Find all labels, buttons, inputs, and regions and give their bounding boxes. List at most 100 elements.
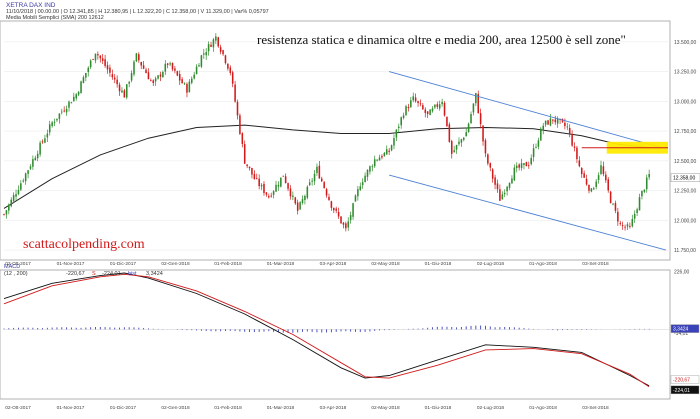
candle-body bbox=[554, 119, 557, 123]
candle-body bbox=[109, 67, 111, 73]
sma200-line bbox=[3, 124, 650, 209]
price-axis: 13.500,00 13.250,00 13.000,00 12.750,00 12.5… bbox=[670, 40, 700, 254]
candle-body bbox=[85, 72, 87, 78]
candle-body bbox=[544, 120, 547, 125]
candle-body bbox=[566, 126, 569, 128]
candle-body bbox=[612, 203, 614, 205]
candle-body bbox=[436, 104, 439, 107]
macd-tick-label: -14,01 bbox=[674, 331, 688, 337]
candle-body bbox=[443, 102, 446, 116]
candle-body bbox=[501, 194, 504, 200]
candle-body bbox=[458, 141, 460, 145]
candle-body bbox=[178, 74, 181, 81]
candle-body bbox=[292, 195, 294, 198]
macd-lines bbox=[3, 272, 650, 388]
candle-body bbox=[354, 195, 357, 202]
candle-body bbox=[282, 175, 285, 177]
candle-body bbox=[60, 111, 63, 113]
price-date-tick: 02-Gen-2018 bbox=[161, 261, 190, 267]
candle-body bbox=[381, 155, 383, 158]
candle-body bbox=[583, 173, 585, 178]
candle-body bbox=[424, 109, 427, 113]
price-date-tick: 03-Apr-2018 bbox=[320, 261, 347, 267]
candle-body bbox=[515, 165, 518, 169]
candle-body bbox=[308, 182, 311, 186]
candle-body bbox=[157, 75, 159, 79]
candle-body bbox=[535, 147, 537, 148]
candle-body bbox=[633, 214, 636, 219]
candle-body bbox=[116, 79, 118, 85]
candle-body bbox=[549, 118, 552, 126]
candle-body bbox=[138, 54, 140, 61]
macd-legend-value: -220,67 bbox=[66, 271, 85, 277]
candle-body bbox=[280, 177, 282, 187]
ohlc-line: 11/10/2018 | 00.00.00 | O 12.341,85 | H … bbox=[6, 9, 269, 15]
candle-body bbox=[328, 196, 330, 201]
candle-body bbox=[419, 103, 422, 105]
candle-body bbox=[123, 90, 126, 98]
candle-body bbox=[503, 192, 506, 195]
candle-body bbox=[224, 55, 227, 64]
candle-body bbox=[460, 139, 463, 143]
candle-body bbox=[568, 127, 571, 134]
candle-body bbox=[347, 221, 350, 228]
candle-body bbox=[17, 189, 20, 195]
candle-body bbox=[22, 180, 25, 182]
candle-body bbox=[34, 157, 37, 161]
candle-body bbox=[234, 84, 236, 102]
candle-body bbox=[333, 207, 335, 211]
macd-legend-hist-label: hist bbox=[128, 271, 137, 277]
candle-body bbox=[320, 178, 323, 182]
candle-body bbox=[32, 159, 34, 167]
candle-body bbox=[540, 128, 542, 141]
watermark-text: scattacolpending.com bbox=[23, 237, 145, 252]
price-date-tick: 02-Ott-2017 bbox=[5, 261, 31, 267]
candle-body bbox=[607, 179, 610, 191]
candle-body bbox=[239, 115, 241, 134]
candle-body bbox=[73, 96, 75, 102]
candle-body bbox=[479, 113, 482, 125]
candle-body bbox=[636, 209, 638, 213]
macd-date-tick: 02-Ott-2017 bbox=[5, 405, 31, 411]
candle-body bbox=[373, 159, 376, 167]
price-date-tick: 02-Lug-2018 bbox=[477, 261, 505, 267]
candle-body bbox=[142, 65, 145, 69]
candle-body bbox=[284, 176, 287, 183]
candle-body bbox=[429, 109, 431, 116]
candle-body bbox=[337, 212, 340, 217]
candle-body bbox=[27, 170, 29, 174]
candle-body bbox=[489, 163, 492, 168]
candle-body bbox=[378, 157, 381, 161]
candle-body bbox=[75, 94, 77, 99]
candle-body bbox=[154, 78, 157, 82]
candle-body bbox=[537, 140, 540, 147]
candle-body bbox=[359, 186, 362, 191]
candle-body bbox=[407, 106, 410, 109]
price-tick-label: 12.500,00 bbox=[674, 159, 696, 165]
candle-body bbox=[556, 118, 559, 124]
candle-body bbox=[162, 71, 164, 78]
price-tick-label: 12.000,00 bbox=[674, 218, 696, 224]
candle-body bbox=[231, 72, 234, 84]
candle-body bbox=[41, 141, 44, 143]
candle-body bbox=[506, 186, 508, 192]
candle-body bbox=[441, 101, 443, 105]
candle-body bbox=[508, 182, 511, 188]
candle-body bbox=[520, 163, 523, 168]
candle-body bbox=[528, 165, 530, 167]
candle-body bbox=[388, 150, 390, 152]
price-date-tick: 01-Nov-2017 bbox=[57, 261, 85, 267]
candle-body bbox=[29, 166, 32, 169]
candle-body bbox=[111, 74, 114, 78]
candle-body bbox=[248, 166, 251, 169]
candle-body bbox=[296, 202, 299, 211]
candle-body bbox=[270, 195, 272, 197]
candle-body bbox=[183, 83, 186, 85]
candle-body bbox=[44, 138, 46, 143]
price-date-tick: 01-Ago-2018 bbox=[529, 261, 557, 267]
candle-body bbox=[621, 224, 624, 226]
candle-body bbox=[82, 77, 85, 83]
candle-body bbox=[588, 185, 590, 191]
macd-legend-signal-value: -224,01 bbox=[102, 271, 121, 277]
candle-body bbox=[104, 59, 106, 66]
